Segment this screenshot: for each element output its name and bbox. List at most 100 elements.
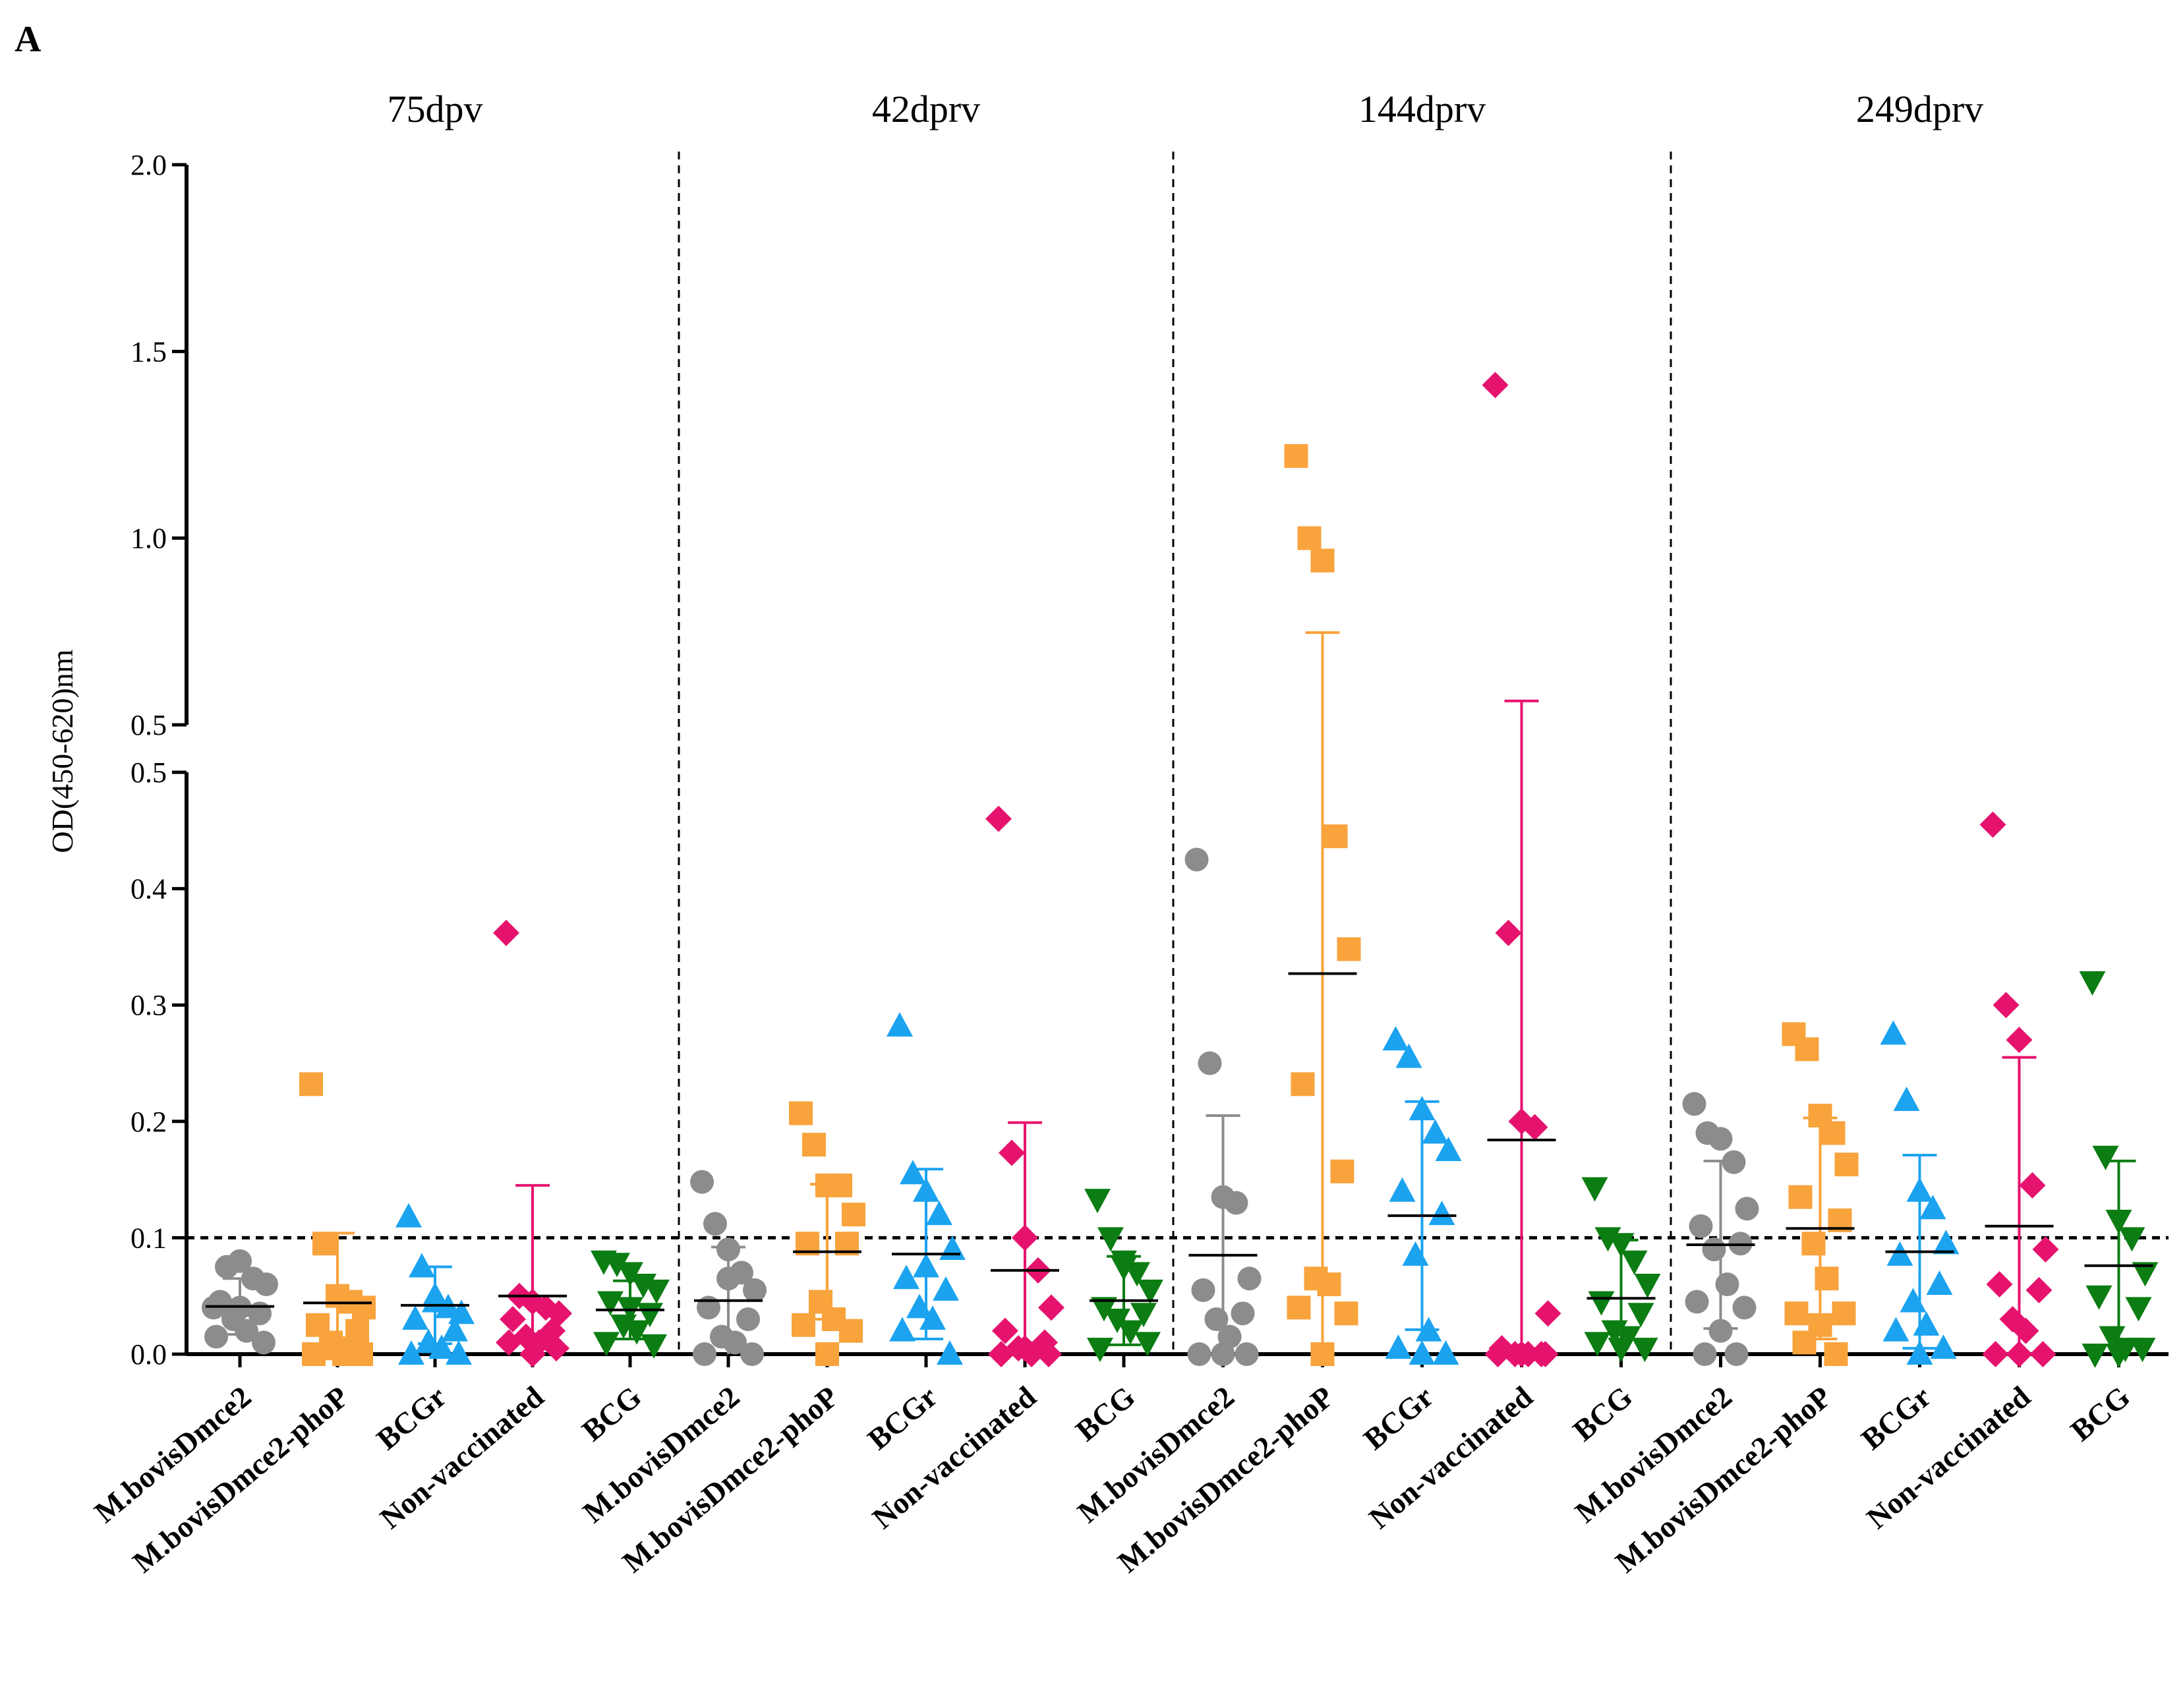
data-point [1482, 372, 1509, 399]
data-point [493, 919, 519, 946]
data-point [2125, 1297, 2152, 1322]
plot-area [202, 372, 2159, 1368]
data-point [703, 1212, 727, 1236]
data-point [1906, 1340, 1933, 1365]
data-point [1137, 1279, 1163, 1304]
data-point [624, 1320, 650, 1345]
data-point [1317, 1272, 1341, 1297]
data-point [526, 1329, 552, 1356]
data-point [1724, 1342, 1749, 1366]
group-4-4 [1979, 811, 2059, 1367]
data-point [235, 1319, 258, 1343]
data-point [1986, 1271, 2013, 1298]
x-label-1-5: BCG [575, 1380, 647, 1448]
data-point [1337, 937, 1361, 961]
data-point [1395, 1043, 1422, 1068]
data-point [1708, 1319, 1733, 1343]
data-point [1422, 1119, 1449, 1144]
data-point [1084, 1189, 1111, 1214]
data-point [2025, 1276, 2052, 1303]
data-point [1715, 1272, 1739, 1297]
panel-title-2: 42dprv [872, 88, 980, 130]
group-1-5 [591, 1250, 670, 1359]
panel-title-3: 144dprv [1358, 88, 1486, 130]
data-point [1906, 1177, 1933, 1202]
x-label-1-3: BCGr [370, 1380, 453, 1456]
data-point [988, 1341, 1014, 1367]
data-point [641, 1334, 667, 1359]
data-point [2105, 1344, 2132, 1368]
data-point [1224, 1191, 1248, 1215]
data-point [1097, 1227, 1124, 1252]
data-point [1784, 1301, 1809, 1326]
data-point [2029, 1341, 2056, 1367]
group-2-2 [789, 1101, 865, 1366]
data-point [1900, 1288, 1927, 1313]
data-point [442, 1317, 468, 1342]
data-point [1631, 1338, 1658, 1363]
x-label-4-5: BCG [2064, 1380, 2136, 1448]
data-point [302, 1342, 326, 1366]
x-label-1-4: Non-vaccinated [374, 1379, 550, 1535]
data-point [1198, 1051, 1222, 1075]
x-label-2-3: BCGr [861, 1380, 944, 1456]
group-1-1 [202, 1249, 278, 1355]
data-point [428, 1334, 455, 1359]
data-point [1979, 811, 2006, 838]
data-point [839, 1319, 863, 1343]
x-label-4-3: BCGr [1855, 1380, 1937, 1456]
data-point [1211, 1342, 1235, 1366]
data-point [906, 1294, 933, 1319]
data-point [2006, 1027, 2033, 1054]
group-4-2 [1782, 1022, 1859, 1366]
data-point [519, 1341, 546, 1367]
data-point [1919, 1195, 1946, 1220]
data-point [1334, 1301, 1358, 1326]
data-point [395, 1203, 422, 1228]
data-point [792, 1313, 815, 1337]
data-point [1495, 919, 1522, 946]
group-2-1 [690, 1170, 767, 1366]
data-point [815, 1342, 839, 1366]
data-point [900, 1160, 926, 1185]
data-point [1235, 1342, 1259, 1366]
group-2-5 [1084, 1189, 1163, 1363]
data-point [1815, 1267, 1839, 1291]
data-point [1012, 1224, 1038, 1251]
data-point [1038, 1294, 1064, 1321]
data-point [496, 1329, 522, 1356]
y-tick-lower-0.4-label: 0.4 [131, 873, 167, 905]
axes-group: 0.00.10.20.30.40.50.51.01.52.075dpvM.bov… [88, 88, 2168, 1579]
x-label-4-4: Non-vaccinated [1860, 1379, 2037, 1535]
data-point [1821, 1121, 1846, 1145]
data-point [1801, 1232, 1826, 1256]
data-point [2019, 1172, 2046, 1199]
data-point [1608, 1338, 1635, 1363]
data-point [1187, 1342, 1211, 1366]
data-point [1291, 1072, 1315, 1096]
data-point [446, 1340, 472, 1365]
data-point [312, 1232, 336, 1256]
data-point [1385, 1334, 1412, 1359]
data-point [1682, 1092, 1706, 1116]
data-point [2092, 1145, 2119, 1170]
group-3-4 [1482, 372, 1561, 1367]
data-point [802, 1133, 826, 1157]
data-point [2085, 1285, 2112, 1310]
group-4-3 [1880, 1020, 1960, 1365]
data-point [1685, 1290, 1709, 1314]
data-point [1117, 1320, 1144, 1345]
y-axis-title: OD(450-620)nm [45, 649, 79, 853]
group-2-4 [985, 805, 1064, 1367]
y-tick-lower-0.3-label: 0.3 [131, 989, 167, 1021]
data-point [1792, 1330, 1817, 1355]
data-point [2105, 1209, 2132, 1234]
data-point [2118, 1227, 2145, 1252]
data-point [1702, 1238, 1726, 1262]
data-point [1231, 1301, 1255, 1326]
group-2-3 [887, 1011, 966, 1365]
data-point [736, 1307, 760, 1332]
data-point [500, 1306, 526, 1333]
y-tick-lower-0.0-label: 0.0 [131, 1338, 167, 1371]
